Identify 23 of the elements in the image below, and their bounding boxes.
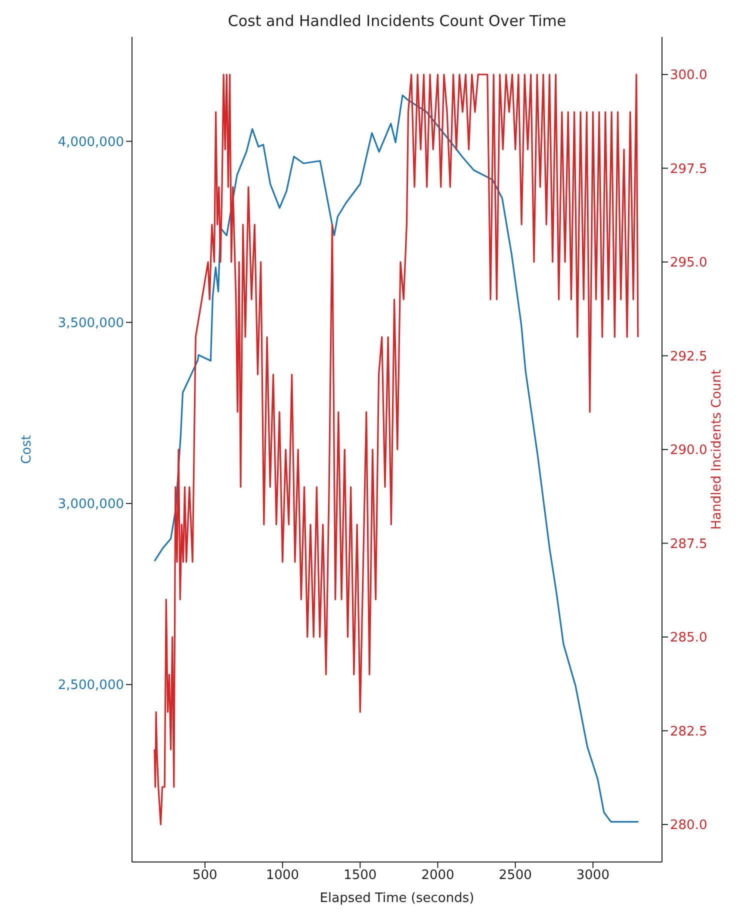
y2-tick-label: 280.0 <box>670 818 708 834</box>
y2-tick-label: 295.0 <box>670 256 708 271</box>
y-tick-label: 3,500,000 <box>58 316 124 331</box>
y2-tick-label: 297.5 <box>670 162 708 177</box>
x-tick-label: 2500 <box>498 868 532 884</box>
y2-tick-label: 292.5 <box>670 349 708 364</box>
chart-title: Cost and Handled Incidents Count Over Time <box>226 12 568 30</box>
y-tick-label: 2,500,000 <box>58 678 124 694</box>
x-tick-label: 3000 <box>576 868 610 884</box>
y-tick-label: 4,000,000 <box>58 134 124 150</box>
y2-tick-label: 285.0 <box>670 630 708 646</box>
x-tick-label: 1000 <box>266 868 300 884</box>
y2-axis-title: Handled Incidents Count <box>710 369 725 530</box>
y-tick-label: 3,000,000 <box>58 497 124 512</box>
x-tick-label: 500 <box>192 868 218 884</box>
x-tick-label: 1500 <box>344 868 377 884</box>
y-axis-title: Cost <box>20 435 35 464</box>
x-axis-title: Elapsed Time (seconds) <box>320 891 474 906</box>
y2-tick-label: 300.0 <box>670 68 708 84</box>
y2-tick-label: 282.5 <box>670 724 708 740</box>
x-tick-label: 2000 <box>421 868 454 884</box>
y2-tick-label: 290.0 <box>670 443 708 458</box>
y2-tick-label: 287.5 <box>670 536 708 552</box>
